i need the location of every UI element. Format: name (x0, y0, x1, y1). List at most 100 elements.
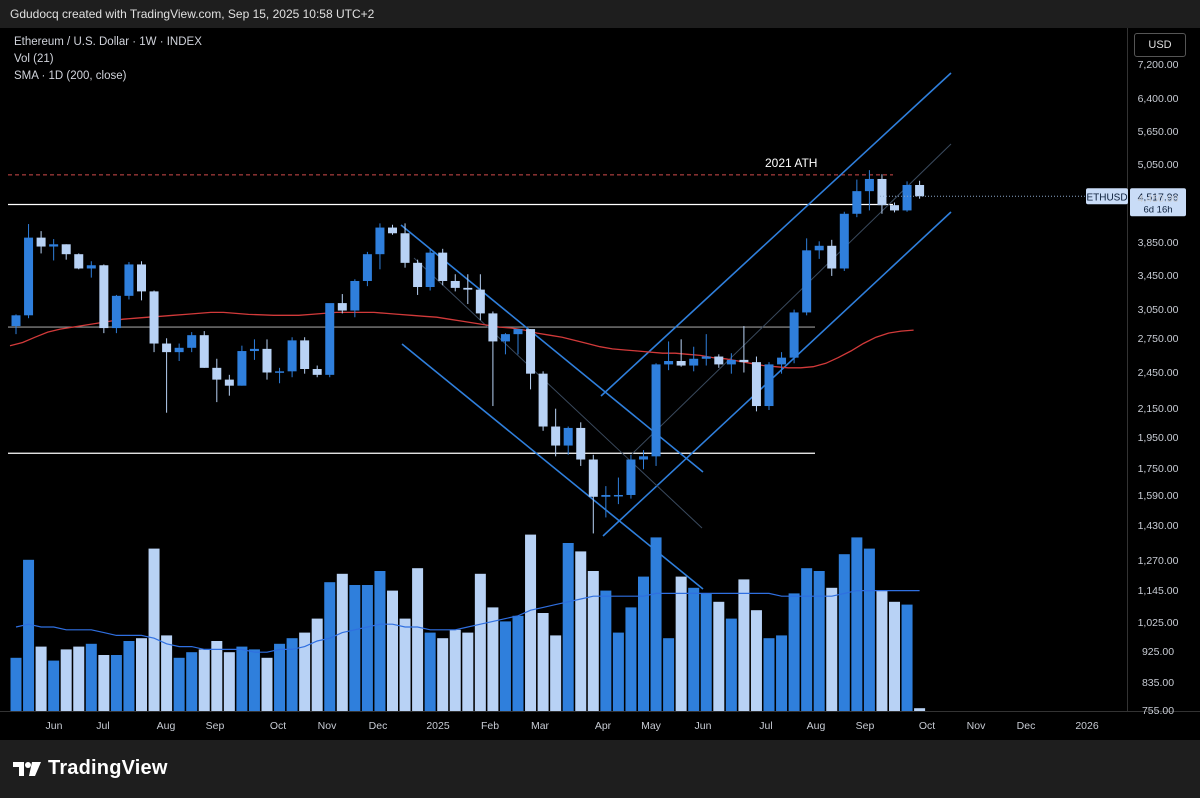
volume-bar (123, 641, 135, 711)
volume-bar (512, 615, 524, 711)
volume-bar (499, 621, 511, 711)
time-tick-label: Aug (807, 720, 826, 732)
candle-body (237, 351, 247, 386)
volume-bar (738, 579, 750, 711)
volume-bar (148, 548, 160, 711)
volume-bar (324, 582, 336, 711)
volume-bar (675, 576, 687, 711)
chart-area[interactable]: 2021 ATH ETHUSD 4,517.98 6d 16h 7,200.00 6,40… (0, 28, 1200, 750)
candle-body (199, 335, 209, 368)
volume-bar (863, 548, 875, 711)
candle-body (350, 280, 360, 311)
price-tick-label: 925.00 (1142, 646, 1174, 658)
volume-bar (838, 554, 850, 711)
volume-bar (48, 660, 60, 711)
volume-bar (424, 632, 436, 711)
volume-bar (186, 652, 198, 711)
volume-bar (35, 646, 47, 711)
price-tick-label: 2,150.00 (1138, 403, 1179, 415)
volume-bar (763, 638, 775, 711)
candle-body (450, 280, 460, 288)
candle-body (689, 358, 699, 366)
candle-body (438, 252, 448, 281)
volume-bar (299, 632, 311, 711)
candle-body (538, 373, 548, 427)
candle-body (362, 254, 372, 281)
candle-body (111, 295, 121, 329)
candle-body (61, 244, 71, 255)
price-tick-label: 1,590.00 (1138, 490, 1179, 502)
candle-body (701, 356, 711, 359)
symbol-tag-text: ETHUSD (1086, 192, 1127, 203)
candle-body (651, 364, 661, 457)
volume-bar (449, 629, 461, 711)
candle-body (676, 361, 686, 366)
price-tick-label: 5,050.00 (1138, 159, 1179, 171)
last-price-text: 4,517.98 (1138, 191, 1179, 203)
volume-bar (98, 655, 110, 711)
price-tick-label: 3,050.00 (1138, 304, 1179, 316)
volume-bar (248, 649, 260, 711)
volume-bar (851, 537, 863, 711)
price-tick-label: 2,450.00 (1138, 367, 1179, 379)
volume-bar (374, 571, 386, 711)
volume-bar (274, 643, 286, 711)
candle-body (902, 184, 912, 211)
price-tick-label: 1,145.00 (1138, 585, 1179, 597)
legend-sma[interactable]: SMA · 1D (200, close) (14, 70, 127, 82)
candle-body (337, 303, 347, 311)
currency-selector[interactable]: USD (1134, 33, 1186, 57)
candle-body (563, 427, 573, 446)
tradingview-logo: TradingView (12, 757, 168, 780)
candle-body (99, 265, 109, 329)
legend-symbol[interactable]: Ethereum / U.S. Dollar · 1W · INDEX (14, 36, 202, 48)
candle-body (777, 357, 787, 365)
volume-bar (587, 571, 599, 711)
attribution-text: Gdudocq created with TradingView.com, Se… (10, 7, 375, 21)
candle-body (149, 291, 159, 344)
candle-body (551, 426, 561, 446)
chart-legend: Ethereum / U.S. Dollar · 1W · INDEX Vol … (14, 34, 202, 85)
volume-bar (600, 590, 612, 711)
price-tick-label: 4,450.00 (1138, 193, 1179, 205)
candle-body (864, 178, 874, 192)
volume-bar (474, 573, 486, 711)
volume-bar (663, 638, 675, 711)
sma-200-line (9, 311, 914, 369)
price-tick-label: 3,850.00 (1138, 237, 1179, 249)
time-tick-label: Nov (967, 720, 986, 732)
candle-body (224, 379, 234, 386)
volume-bar (311, 618, 323, 711)
time-tick-label: Dec (1017, 720, 1036, 732)
price-tick-label: 755.00 (1142, 705, 1174, 717)
volume-bar (60, 649, 72, 711)
volume-bar (73, 646, 85, 711)
channel-line (600, 72, 952, 397)
price-tick-label: 7,200.00 (1138, 59, 1179, 71)
candle-body (915, 184, 925, 197)
candle-body (49, 244, 59, 247)
volume-bar (901, 604, 913, 711)
time-tick-label: 2025 (426, 720, 450, 732)
volume-bar (914, 708, 926, 711)
volume-bar (688, 587, 700, 711)
price-tick-label: 1,270.00 (1138, 555, 1179, 567)
chart-background (0, 28, 1200, 750)
volume-bar (813, 571, 825, 711)
time-tick-label: Jul (96, 720, 109, 732)
volume-bar (387, 590, 398, 711)
candle-body (312, 368, 322, 375)
candle-body (74, 254, 84, 269)
volume-bar (349, 585, 361, 711)
candle-body (802, 250, 812, 313)
volume-bar (361, 585, 373, 711)
volume-ma-line (15, 590, 920, 653)
price-tick-label: 835.00 (1142, 677, 1174, 689)
time-tick-label: Mar (531, 720, 550, 732)
legend-volume[interactable]: Vol (21) (14, 53, 54, 65)
candle-body (890, 205, 899, 211)
candle-body (137, 264, 146, 292)
volume-bar (412, 568, 424, 711)
volume-bar (198, 649, 210, 711)
